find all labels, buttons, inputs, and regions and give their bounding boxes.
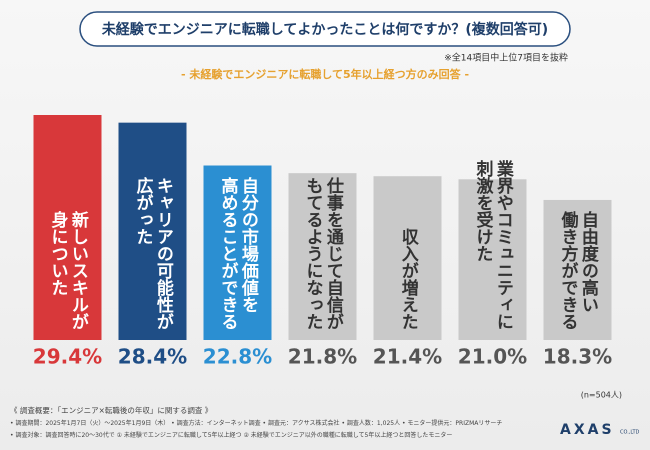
bar xyxy=(203,165,272,340)
note: ※全14項目中上位7項目を抜粋 xyxy=(444,52,568,64)
bar xyxy=(33,115,102,340)
footer-line: • 調査期間：2025年1月7日（火）～2025年1月9日（木） • 調査方法：… xyxy=(10,420,503,427)
category-label: 新しいスキルが 身についた xyxy=(47,211,88,330)
category-label: キャリアの可能性が 広がった xyxy=(132,177,173,330)
category-label: 自分の市場価値を 高めることができる xyxy=(217,177,258,330)
category-label: 仕事を通じて自信が もてるようになった xyxy=(302,177,343,330)
logo: AXAS xyxy=(560,422,615,438)
logo-sub: CO.,LTD xyxy=(620,430,640,436)
bar xyxy=(543,199,612,340)
category-label: 自由度の高い 働き方ができる xyxy=(557,211,598,330)
category-label: 収入が増えた xyxy=(397,228,418,330)
footer-line: 《 調査概要：「エンジニア×転職後の年収」に関する調査 》 xyxy=(10,406,213,415)
sample-size: (n=504人) xyxy=(581,391,622,400)
value-label: 18.3% xyxy=(543,345,612,369)
value-label: 21.0% xyxy=(458,345,527,369)
value-label: 21.8% xyxy=(288,345,357,369)
value-label: 22.8% xyxy=(203,345,272,369)
category-label: 業界やコミュニティに 刺激を受けた xyxy=(472,160,513,330)
chart-title: 未経験でエンジニアに転職してよかったことは何ですか？(複数回答可) xyxy=(102,21,548,38)
value-label: 29.4% xyxy=(33,345,102,369)
value-label: 28.4% xyxy=(118,345,187,369)
bar xyxy=(373,176,442,340)
footer-line: • 調査対象：調査回答時に20～30代で ① 未経験でエンジニアに転職して5年以… xyxy=(10,432,453,439)
title-box xyxy=(79,11,571,47)
subtitle: - 未経験でエンジニアに転職して5年以上経つ方のみ回答 - xyxy=(181,67,469,81)
bar xyxy=(458,179,527,340)
bar xyxy=(118,122,187,340)
value-label: 21.4% xyxy=(373,345,442,369)
bar xyxy=(288,173,357,340)
